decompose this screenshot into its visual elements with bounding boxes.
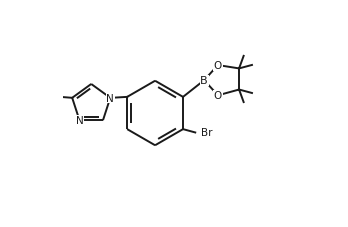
Text: O: O (214, 61, 222, 71)
Text: O: O (214, 91, 222, 101)
Text: Br: Br (201, 128, 213, 138)
Text: N: N (76, 116, 83, 126)
Text: B: B (200, 76, 208, 86)
Text: N: N (106, 93, 114, 103)
